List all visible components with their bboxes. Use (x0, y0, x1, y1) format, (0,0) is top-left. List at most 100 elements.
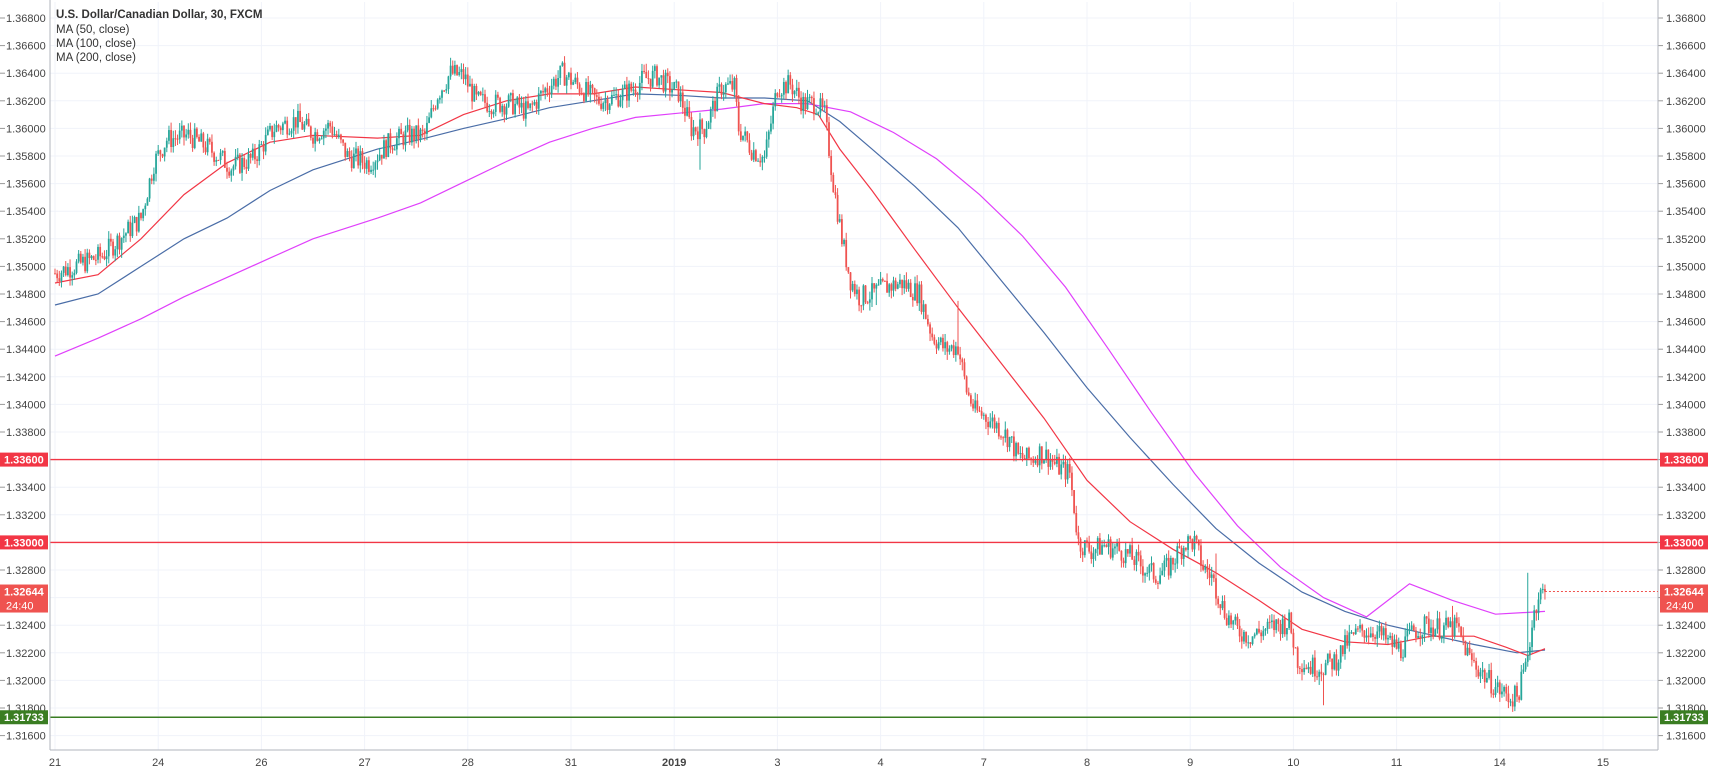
y-tick-label-right: 1.34000 (1666, 399, 1706, 411)
candle-body (103, 256, 106, 260)
candle-body (284, 120, 286, 124)
candle-body (1015, 443, 1017, 457)
candle-body (1200, 545, 1202, 566)
candle-body (1262, 630, 1265, 637)
candle-body (628, 83, 630, 101)
candle-body (1116, 542, 1118, 547)
candle-body (370, 169, 372, 172)
candle-body (991, 417, 994, 422)
candle-body (580, 92, 583, 95)
candle-body (798, 87, 800, 98)
candle-body (888, 284, 891, 293)
candle-body (1103, 545, 1106, 547)
candle-body (643, 70, 645, 72)
candle-body (466, 74, 469, 87)
x-tick-label: 26 (255, 757, 267, 769)
candle-body (1111, 548, 1114, 558)
candle-body (1505, 686, 1508, 694)
candle-body (486, 102, 489, 112)
candle-body (1245, 631, 1247, 643)
candle-body (1458, 623, 1460, 627)
candle-body (163, 147, 166, 157)
candle-body (1427, 618, 1430, 634)
candle-body (645, 71, 648, 79)
candle-body (499, 97, 501, 112)
candle-body (546, 88, 549, 93)
candle-body (1275, 619, 1278, 631)
candle-body (1101, 545, 1103, 555)
candle-body (1419, 636, 1422, 639)
candle-body (890, 284, 893, 291)
candle-body (587, 82, 590, 95)
candle-body (458, 72, 461, 75)
candle-body (615, 94, 618, 96)
candle-body (752, 150, 755, 160)
candle-body (1286, 628, 1288, 635)
candle-body (574, 77, 577, 83)
candle-body (1040, 446, 1043, 464)
candle-body (561, 62, 564, 66)
candle-body (980, 411, 983, 416)
candle-body (245, 167, 248, 169)
hline-label-left: 1.31733 (4, 712, 44, 724)
candle-body (1279, 623, 1282, 635)
candle-body (1075, 512, 1078, 533)
y-tick-label-left: 1.36800 (6, 13, 46, 25)
candle-body (576, 77, 579, 85)
candle-body (828, 122, 830, 156)
last-price-label-left: 1.32644 (4, 587, 45, 599)
candle-body (157, 150, 160, 154)
candle-body (135, 217, 138, 232)
candle-body (1524, 661, 1527, 670)
candle-body (542, 91, 544, 93)
candle-body (1019, 453, 1022, 455)
candle-body (881, 279, 884, 281)
candle-body (97, 246, 99, 260)
legend-title: U.S. Dollar/Canadian Dollar, 30, FXCM (56, 9, 262, 21)
candle-body (679, 92, 682, 102)
candle-body (1352, 632, 1355, 635)
candle-body (110, 238, 112, 242)
candle-body (1120, 550, 1123, 561)
candle-body (767, 131, 770, 140)
candle-body (204, 147, 207, 153)
candle-body (393, 149, 396, 151)
candle-body (294, 117, 297, 128)
candle-body (404, 130, 407, 146)
candle-body (1404, 636, 1407, 658)
candle-body (1361, 624, 1364, 631)
candle-body (137, 212, 140, 232)
candle-body (1391, 635, 1394, 647)
candle-body (559, 65, 562, 79)
candle-body (585, 82, 587, 101)
candle-body (531, 103, 534, 105)
candle-body (497, 94, 499, 98)
candle-body (742, 135, 744, 140)
horizontal-lines[interactable] (50, 458, 1658, 718)
candle-body (202, 133, 205, 148)
candle-body (1240, 636, 1243, 642)
candle-body (1357, 628, 1359, 630)
candle-body (1219, 604, 1222, 609)
candle-body (982, 414, 985, 416)
candle-body (1359, 624, 1361, 629)
hline-label-right-bg (1660, 710, 1708, 725)
candle-body (477, 91, 480, 95)
candle-body (987, 421, 989, 428)
candle-body (488, 110, 491, 112)
candle-body (1438, 618, 1441, 639)
candle-body (443, 90, 446, 92)
candle-body (290, 130, 293, 134)
candle-body (243, 157, 246, 168)
candle-body (1292, 632, 1295, 648)
candle-body (365, 160, 368, 169)
candle-body (191, 137, 194, 148)
candle-body (64, 266, 67, 276)
candle-body (376, 160, 379, 163)
candle-body (1346, 635, 1349, 646)
candle-body (454, 65, 456, 74)
candle-body (208, 138, 211, 142)
candle-body (516, 97, 519, 104)
candle-body (993, 417, 996, 429)
